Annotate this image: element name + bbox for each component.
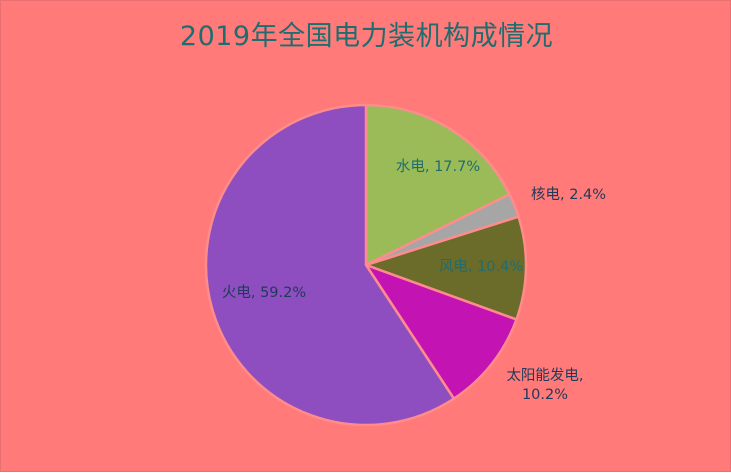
data-label-3: 风电, 10.4% bbox=[439, 258, 523, 275]
data-label-1: 水电, 17.7% bbox=[396, 158, 480, 175]
pie-labels: 水电, 17.7% 核电, 2.4% 风电, 10.4% 太阳能发电, 10.2% 火电,… bbox=[222, 158, 606, 403]
pie-slice-3 bbox=[364, 215, 528, 321]
pie-slice-1 bbox=[364, 103, 511, 267]
data-label-2: 核电, 2.4% bbox=[531, 186, 606, 203]
pie-slice-4 bbox=[364, 263, 518, 400]
chart-title: 2019年全国电力装机构成情况 bbox=[179, 21, 554, 52]
data-label-5: 火电, 59.2% bbox=[222, 284, 306, 301]
data-label-4: 太阳能发电, 10.2% bbox=[506, 367, 583, 403]
pie-slice-5 bbox=[204, 103, 456, 427]
pie-slices bbox=[204, 103, 528, 427]
